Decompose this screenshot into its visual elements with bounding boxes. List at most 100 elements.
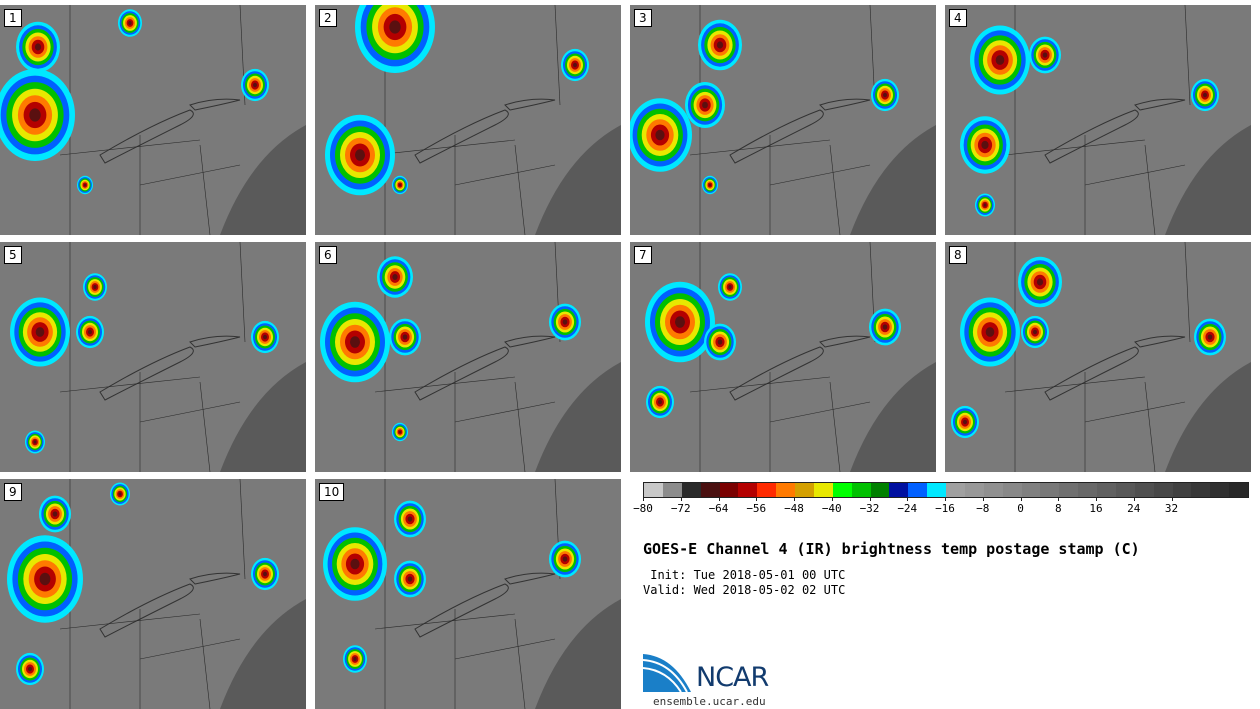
- colorbar-swatch: [927, 483, 946, 497]
- postage-stamp-panel: 1: [0, 5, 306, 235]
- colorbar-tickmark: [1020, 497, 1022, 501]
- colorbar-swatch: [1134, 483, 1154, 497]
- satellite-map: [0, 5, 306, 235]
- colorbar-swatch: [1097, 483, 1116, 497]
- init-time: Init: Tue 2018-05-01 00 UTC: [643, 568, 846, 582]
- colorbar-swatch: [964, 483, 984, 497]
- colorbar-swatch: [832, 483, 852, 497]
- colorbar-swatch: [1153, 483, 1173, 497]
- storm-cloud: [549, 303, 581, 341]
- colorbar-tick-label: −16: [935, 502, 955, 515]
- colorbar-swatch: [946, 483, 965, 497]
- colorbar-tickmark: [982, 497, 984, 501]
- postage-stamp-panel: 9: [0, 479, 306, 709]
- colorbar-swatch: [644, 483, 663, 497]
- colorbar-swatch: [776, 483, 795, 497]
- colorbar-swatch: [662, 483, 682, 497]
- colorbar-tickmark: [756, 497, 758, 501]
- panel-number: 3: [634, 9, 652, 27]
- colorbar-swatch: [1191, 483, 1211, 497]
- storm-cloud: [869, 308, 901, 346]
- storm-cloud: [251, 557, 279, 591]
- storm-cloud: [975, 193, 995, 217]
- satellite-map: [323, 479, 621, 709]
- ncar-logo: [643, 654, 691, 693]
- colorbar-tick-label: −80: [633, 502, 653, 515]
- site-url: ensemble.ucar.edu: [653, 695, 766, 708]
- storm-cloud: [871, 78, 899, 112]
- storm-cloud: [645, 281, 715, 363]
- colorbar-swatch: [700, 483, 720, 497]
- colorbar-tickmark: [1133, 497, 1135, 501]
- storm-cloud: [702, 175, 718, 195]
- postage-stamp-panel: 8: [945, 242, 1251, 472]
- colorbar-swatch: [1059, 483, 1079, 497]
- colorbar-swatch: [738, 483, 758, 497]
- colorbar-swatch: [908, 483, 928, 497]
- postage-stamp-panel: 6: [315, 242, 621, 472]
- colorbar-swatch: [1210, 483, 1230, 497]
- storm-cloud: [394, 500, 426, 538]
- colorbar-tick-label: −40: [821, 502, 842, 515]
- colorbar-tickmark: [869, 497, 871, 501]
- storm-cloud: [630, 98, 692, 172]
- colorbar-swatch: [1078, 483, 1097, 497]
- colorbar-swatch: [983, 483, 1003, 497]
- colorbar-tickmark: [643, 497, 644, 501]
- storm-cloud: [389, 318, 421, 356]
- colorbar-tickmark: [1058, 497, 1060, 501]
- satellite-map: [630, 5, 936, 235]
- colorbar-swatch: [681, 483, 701, 497]
- storm-cloud: [110, 482, 130, 506]
- colorbar-swatch: [1172, 483, 1192, 497]
- satellite-map: [7, 479, 306, 709]
- colorbar-tick-label: −32: [859, 502, 880, 515]
- storm-cloud: [394, 560, 426, 598]
- colorbar-tick-label: 0: [1017, 502, 1024, 515]
- storm-cloud: [718, 273, 742, 301]
- storm-cloud: [1194, 318, 1226, 356]
- storm-cloud: [646, 385, 674, 419]
- colorbar-tick-label: −24: [897, 502, 918, 515]
- colorbar-tickmark: [945, 497, 946, 501]
- valid-time: Valid: Wed 2018-05-02 02 UTC: [643, 583, 846, 597]
- storm-cloud: [83, 273, 107, 301]
- colorbar-tick-label: 8: [1054, 502, 1062, 515]
- page-title: GOES-E Channel 4 (IR) brightness temp po…: [643, 540, 1140, 558]
- storm-cloud: [323, 527, 387, 601]
- postage-stamp-panel: 2: [315, 5, 621, 235]
- storm-cloud: [10, 297, 70, 367]
- satellite-map: [10, 242, 306, 472]
- storm-cloud: [960, 297, 1020, 367]
- colorbar-tick-label: −48: [784, 502, 804, 515]
- storm-cloud: [685, 82, 725, 128]
- colorbar-swatch: [795, 483, 814, 497]
- postage-stamp-panel: 3: [630, 5, 936, 235]
- colorbar-swatch: [870, 483, 890, 497]
- storm-cloud: [76, 315, 104, 349]
- panel-number: 10: [319, 483, 345, 501]
- postage-stamp-panel: 10: [315, 479, 621, 709]
- colorbar: [643, 482, 1249, 498]
- storm-cloud: [7, 535, 83, 623]
- colorbar-swatch: [813, 483, 833, 497]
- storm-cloud: [951, 405, 979, 439]
- satellite-map: [325, 5, 621, 235]
- panel-number: 6: [319, 246, 337, 264]
- colorbar-swatch: [1229, 483, 1248, 497]
- colorbar-swatch: [851, 483, 871, 497]
- satellite-map: [951, 242, 1251, 472]
- panel-number: 2: [319, 9, 337, 27]
- storm-cloud: [561, 48, 589, 82]
- storm-cloud: [16, 21, 60, 73]
- colorbar-tickmark: [680, 497, 682, 501]
- storm-cloud: [1018, 256, 1062, 308]
- storm-cloud: [1191, 78, 1219, 112]
- storm-cloud: [355, 5, 435, 73]
- satellite-map: [645, 242, 936, 472]
- storm-cloud: [77, 175, 93, 195]
- colorbar-tick-label: 32: [1164, 502, 1179, 515]
- storm-cloud: [1021, 315, 1049, 349]
- storm-cloud: [39, 495, 71, 533]
- colorbar-swatch: [1040, 483, 1060, 497]
